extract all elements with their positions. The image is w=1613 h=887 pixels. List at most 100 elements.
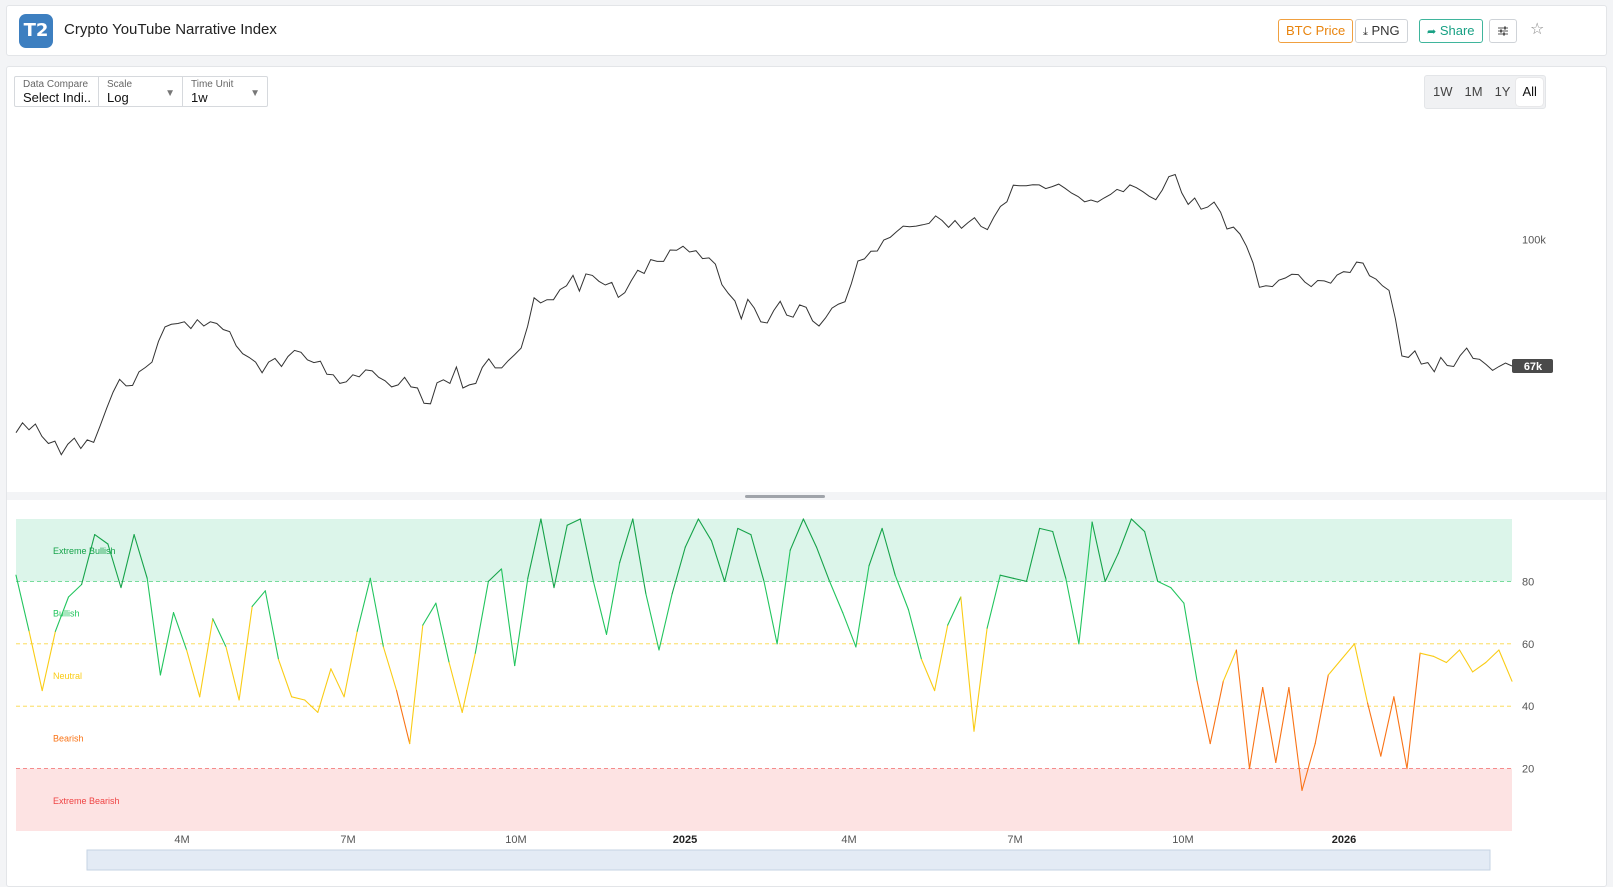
index-line-segment [81,534,96,586]
index-line-segment [343,630,358,698]
index-line-segment [671,546,686,595]
index-line-segment [54,596,70,632]
btc-price-button[interactable]: BTC Price [1278,19,1354,43]
index-line-segment [789,518,804,551]
range-button-1w[interactable]: 1W [1433,84,1453,99]
index-line-segment [304,699,319,713]
index-line-segment [1235,649,1251,770]
index-line-segment [684,518,699,548]
index-line-segment [1196,680,1211,745]
index-line-segment [1262,686,1277,763]
index-line-segment [225,646,240,701]
index-line-segment [448,661,463,713]
index-line-segment [881,527,896,576]
index-line-segment [251,590,266,607]
index-line-segment [973,627,988,732]
index-line-segment [146,577,161,676]
index-line-segment [291,696,306,701]
index-line-segment [619,518,634,564]
zone-label: Bearish [53,733,84,743]
index-line-segment [999,574,1014,579]
index-line-segment [1340,643,1356,660]
page-title: Crypto YouTube Narrative Index [64,21,277,38]
index-line-segment [1419,652,1434,657]
index-line-segment [724,527,739,582]
index-line-segment [815,546,831,582]
zone-label: Extreme Bullish [53,546,116,556]
range-button-1m[interactable]: 1M [1464,84,1483,99]
index-line-segment [435,602,450,664]
index-line-segment [763,580,778,645]
index-line-segment [1025,527,1041,582]
index-line-segment [1065,577,1080,645]
index-line-segment [1130,518,1146,533]
x-axis-tick-label: 4M [841,834,856,846]
index-line-segment [1275,686,1290,763]
index-line-segment [1472,661,1487,673]
index-line-segment [107,543,122,589]
range-selector: 1W 1M 1Y All [1424,75,1546,109]
png-download-button[interactable]: ⤓ PNG [1355,19,1408,43]
x-axis-tick-label: 2025 [673,834,697,846]
app-logo[interactable]: T2 [19,14,53,48]
index-line-segment [907,608,923,660]
index-line-segment [199,618,214,698]
x-axis-tick-label: 7M [340,834,355,846]
settings-button[interactable] [1489,19,1517,43]
index-line-segment [41,630,56,692]
index-line-segment [710,540,726,582]
pane-resize-handle[interactable] [745,495,825,498]
index-line-segment [553,524,568,589]
index-line-segment [474,580,489,654]
range-button-1y[interactable]: 1Y [1494,84,1511,99]
last-price-label: 67k [1524,361,1543,373]
x-axis-tick-label: 4M [174,834,189,846]
zone-label: Neutral [53,671,82,681]
index-line-segment [356,577,371,632]
index-line-segment [1170,587,1185,604]
share-button[interactable]: ➦ Share [1419,19,1483,43]
data-compare-select[interactable]: Data Compare Select Indi... [15,77,99,106]
index-line-segment [382,646,398,692]
index-line-segment [776,549,791,645]
range-button-all[interactable]: All [1516,78,1543,106]
index-axis-tick-label: 60 [1522,639,1534,651]
navigator-bar[interactable] [86,849,1491,871]
chart-panel: Data Compare Select Indi... Scale Log ▼ … [6,66,1607,887]
index-line-segment [67,583,83,598]
scale-select[interactable]: Scale Log ▼ [99,77,183,106]
index-line-segment [514,577,529,667]
zone-label: Bullish [53,609,80,619]
index-line-segment [1432,655,1447,664]
index-line-segment [264,590,280,660]
star-icon[interactable]: ☆ [1530,19,1545,43]
index-line-segment [1104,552,1119,582]
index-line-segment [632,518,647,595]
index-line-segment [186,649,201,698]
chart-canvas: 100k 67k 20 40 60 80 Extreme Bullish Bullish Ne… [7,173,1607,871]
index-line-segment [1183,602,1198,682]
x-axis-tick-label: 2026 [1332,834,1356,846]
data-compare-value: Select Indi... [23,90,90,105]
index-line-segment [868,527,883,567]
index-line-segment [697,518,713,542]
index-line-segment [212,618,227,648]
dropdown-arrow-icon: ▼ [165,88,175,99]
time-unit-select[interactable]: Time Unit 1w ▼ [183,77,267,106]
x-axis-tick-label: 10M [1172,834,1193,846]
index-line-segment [317,668,332,713]
index-line-segment [645,593,660,651]
index-line-segment [1314,674,1329,745]
index-line-segment [461,652,476,713]
index-line-segment [1485,649,1500,664]
zone-label: Extreme Bearish [53,796,120,806]
index-line-segment [986,574,1001,629]
index-line-segment [396,690,411,745]
index-line-segment [1288,686,1303,791]
pane-separator[interactable] [7,492,1607,500]
index-line-segment [737,527,752,536]
last-price-badge [1512,358,1553,373]
index-line-segment [133,534,148,579]
index-line-segment [487,568,503,582]
index-line-segment [1393,696,1408,770]
